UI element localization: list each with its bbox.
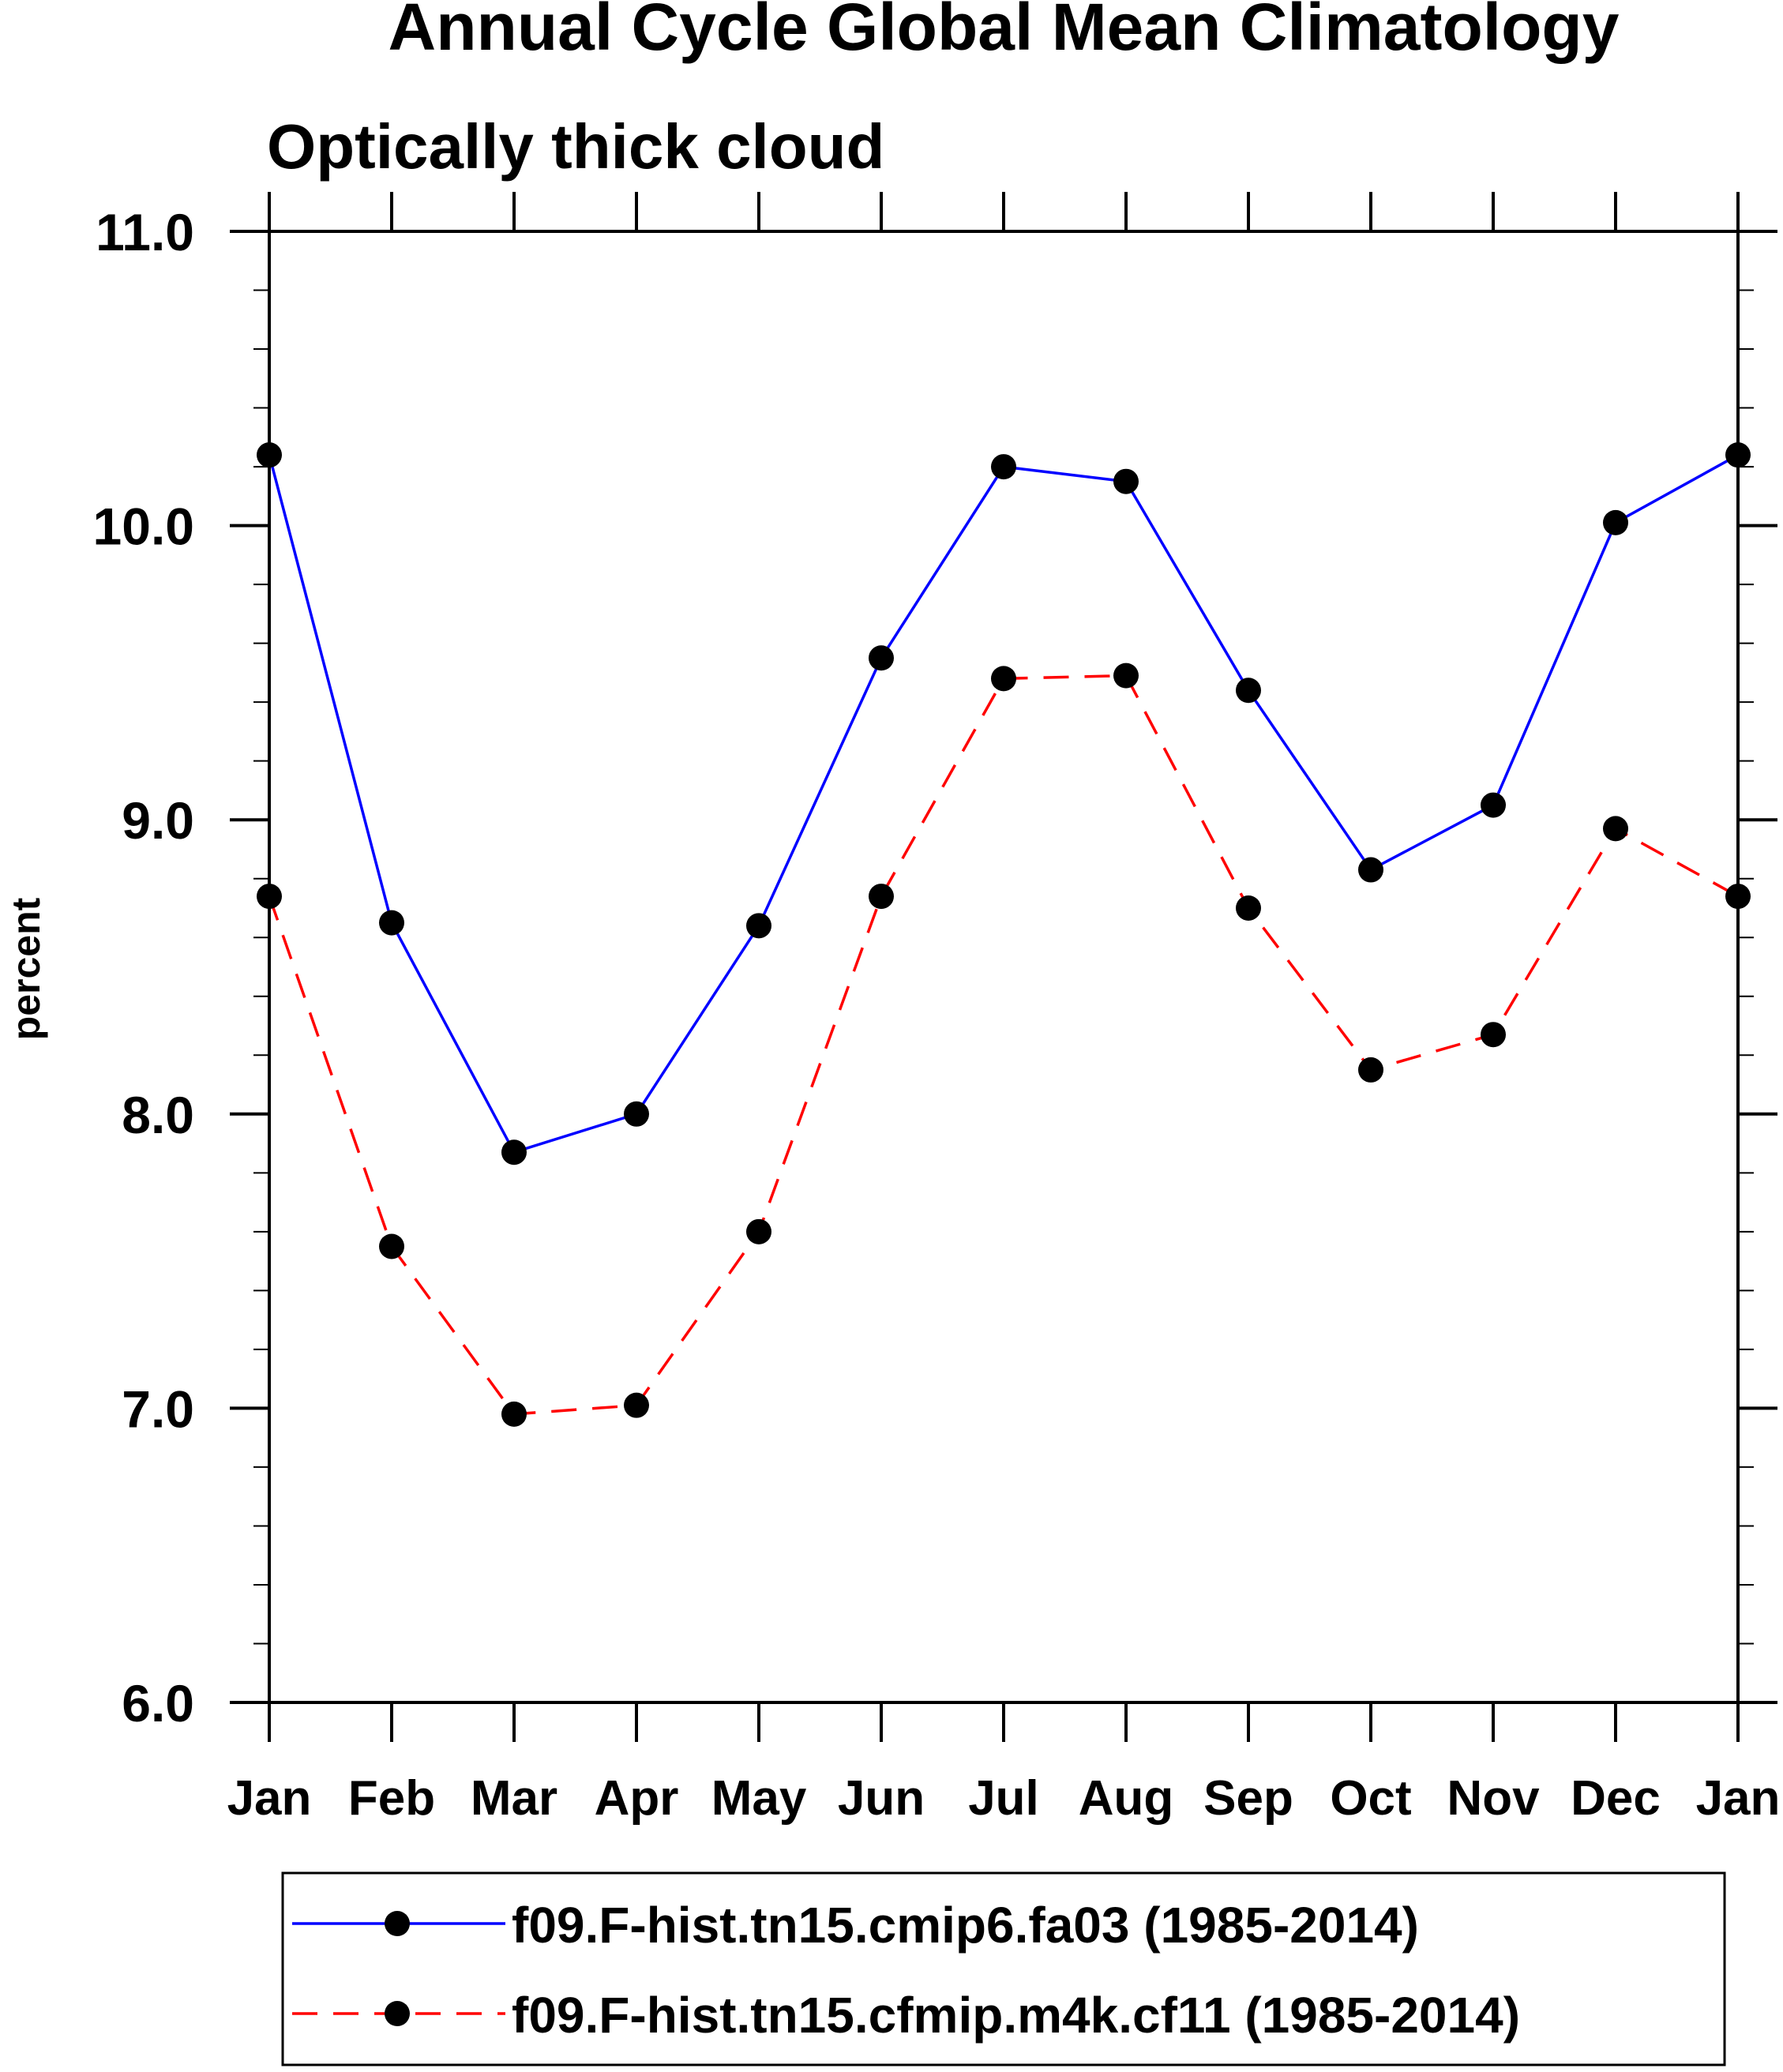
x-tick-labels: Jan Feb Mar Apr May Jun Jul Aug Sep Oct Nov Dec Jan [227, 1771, 1781, 1826]
x-tick-label: Feb [348, 1771, 435, 1826]
data-point [1113, 468, 1139, 494]
chart-title: Annual Cycle Global Mean Climatology [389, 0, 1620, 64]
data-point [379, 1233, 404, 1259]
y-tick-label: 9.0 [122, 791, 194, 850]
series-1 [257, 442, 1751, 1166]
legend-item-2: f09.F-hist.tn15.cfmip.m4k.cf11 (1985-201… [292, 1987, 1520, 2044]
data-point [1236, 678, 1261, 704]
x-tick-label: Oct [1330, 1771, 1411, 1826]
data-point [746, 913, 771, 939]
data-point [1603, 509, 1628, 535]
x-tick-label: Dec [1571, 1771, 1661, 1826]
series-2 [257, 663, 1751, 1427]
minor-ticks [253, 231, 1754, 1703]
data-point [1725, 442, 1751, 468]
data-point [746, 1218, 771, 1244]
y-tick-label: 6.0 [122, 1674, 194, 1732]
data-point [1358, 1057, 1383, 1083]
data-point [991, 454, 1016, 480]
data-point [257, 442, 282, 468]
legend-label: f09.F-hist.tn15.cfmip.m4k.cf11 (1985-201… [512, 1987, 1520, 2044]
x-tick-label: Aug [1079, 1771, 1174, 1826]
data-point [869, 884, 894, 910]
x-tick-label: Mar [471, 1771, 557, 1826]
legend: f09.F-hist.tn15.cmip6.fa03 (1985-2014) f0… [292, 1897, 1520, 2044]
data-point [624, 1101, 649, 1127]
x-ticks [268, 192, 1740, 1742]
y-tick-labels: 6.0 7.0 8.0 9.0 10.0 11.0 [93, 203, 194, 1732]
x-tick-label: Sep [1203, 1771, 1293, 1826]
x-tick-label: Jun [838, 1771, 925, 1826]
x-tick-label: May [711, 1771, 807, 1826]
data-point [1603, 816, 1628, 842]
data-point [1481, 1022, 1506, 1048]
data-point [257, 884, 282, 910]
y-tick-label: 7.0 [122, 1379, 194, 1438]
data-point [501, 1139, 527, 1166]
x-tick-label: Jan [227, 1771, 312, 1826]
y-tick-label: 11.0 [96, 203, 194, 261]
legend-marker [385, 1911, 410, 1936]
data-point [991, 666, 1016, 692]
series-layer [257, 442, 1751, 1427]
data-point [624, 1392, 649, 1418]
data-point [1236, 895, 1261, 921]
data-point [1725, 884, 1751, 910]
legend-box [281, 1871, 1726, 2066]
y-tick-label: 8.0 [122, 1086, 194, 1144]
data-point [379, 910, 404, 936]
series-line [268, 453, 1739, 1154]
x-tick-label: Nov [1447, 1771, 1540, 1826]
data-point [501, 1401, 527, 1427]
x-tick-label: Jul [968, 1771, 1039, 1826]
data-point [1113, 663, 1139, 689]
plot-frame [268, 230, 1740, 1704]
legend-item-1: f09.F-hist.tn15.cmip6.fa03 (1985-2014) [292, 1897, 1419, 1954]
data-point [1358, 857, 1383, 883]
data-point [869, 645, 894, 671]
data-point [1481, 792, 1506, 818]
legend-marker [385, 2001, 410, 2026]
chart-subtitle: Optically thick cloud [267, 111, 884, 182]
series-line [268, 674, 1739, 1416]
x-tick-label: Jan [1696, 1771, 1781, 1826]
legend-label: f09.F-hist.tn15.cmip6.fa03 (1985-2014) [512, 1897, 1419, 1954]
major-ticks [230, 230, 1777, 1704]
y-axis-label: percent [4, 897, 48, 1040]
y-tick-label: 10.0 [93, 497, 194, 556]
x-tick-label: Apr [595, 1771, 679, 1826]
